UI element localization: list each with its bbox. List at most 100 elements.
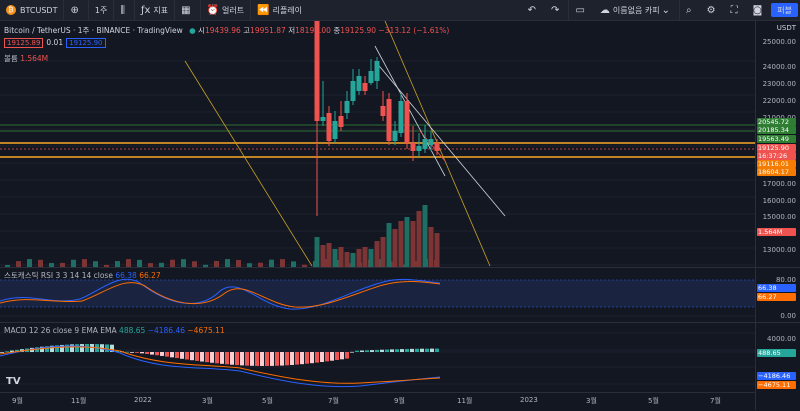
- time-tick: 2023: [520, 396, 538, 404]
- time-tick: 3월: [202, 397, 213, 405]
- currency-label[interactable]: USDT: [776, 24, 796, 32]
- volume-bar: [404, 217, 410, 267]
- macd-hist-bar: [360, 350, 364, 352]
- ohlc-change: −313.12 (−1.61%): [378, 26, 450, 35]
- chart-type-button[interactable]: ⫼: [113, 0, 134, 20]
- price-tag: 16:37:26: [757, 152, 796, 160]
- volume-bar: [392, 229, 398, 267]
- rsi-tick: 0.00: [780, 312, 796, 320]
- macd-hist-bar: [380, 349, 384, 352]
- alert-button[interactable]: ⏰ 얼러트: [199, 0, 251, 20]
- settings-button[interactable]: ⚙: [701, 0, 725, 20]
- pane-separator[interactable]: [0, 267, 800, 268]
- compare-button[interactable]: ⊕: [63, 0, 87, 20]
- volume-bar: [170, 259, 175, 267]
- price-tick: 25000.00: [762, 38, 796, 46]
- top-toolbar: ₿ BTCUSDT ⊕ 1주 ⫼ ƒx 지표 ▦ ⏰ 얼러트 ⏪ 리플레이 ↶ ↷ ▭…: [0, 0, 800, 21]
- price-tick: 16000.00: [762, 197, 796, 205]
- macd-line-tag: −4186.46: [757, 372, 796, 380]
- snapshot-button[interactable]: ◙: [747, 0, 772, 20]
- time-tick: 9월: [394, 397, 405, 405]
- candle-body: [320, 117, 326, 121]
- volume-bar: [137, 259, 142, 267]
- volume-bar: [386, 223, 392, 267]
- volume-bar: [38, 259, 43, 267]
- macd-line: [0, 345, 441, 388]
- time-tick: 9월: [12, 397, 23, 405]
- candle-body: [338, 116, 344, 127]
- time-tick: 3월: [586, 397, 597, 405]
- volume-bar: [362, 247, 368, 267]
- indicators-button[interactable]: ƒx 지표: [133, 0, 174, 20]
- volume-bar: [126, 259, 131, 267]
- fullscreen-icon: ⛶: [730, 4, 738, 16]
- rsi-tick: 80.00: [775, 276, 796, 284]
- buy-button[interactable]: 19125.90: [66, 38, 106, 48]
- search-button[interactable]: ⌕: [678, 0, 701, 20]
- macd-hist-bar: [325, 352, 329, 362]
- macd-hist-bar: [315, 352, 319, 363]
- macd-hist-bar: [365, 350, 369, 352]
- candle-body: [404, 101, 410, 143]
- templates-button[interactable]: ▦: [174, 0, 199, 20]
- macd-hist-bar: [290, 352, 294, 365]
- candle-body: [422, 139, 428, 149]
- candle-body: [332, 121, 338, 139]
- macd-hist-bar: [175, 352, 179, 359]
- macd-hist-bar: [310, 352, 314, 364]
- symbol-label: BTCUSDT: [20, 5, 58, 15]
- volume-value: 1.564M: [20, 54, 49, 63]
- volume-bar: [71, 259, 76, 267]
- replay-button[interactable]: ⏪ 리플레이: [250, 0, 308, 20]
- interval-button[interactable]: 1주: [87, 0, 113, 20]
- candle-body: [380, 106, 386, 116]
- volume-bar: [314, 237, 320, 267]
- macd-hist-bar: [415, 348, 419, 352]
- macd-hist-bar: [295, 352, 299, 365]
- macd-hist-bar: [190, 352, 194, 361]
- macd-hist-bar: [385, 349, 389, 352]
- alarm-icon: ⏰: [206, 4, 220, 16]
- macd-hist-bar: [395, 349, 399, 352]
- undo-button[interactable]: ↶: [522, 0, 545, 20]
- volume-bar: [368, 249, 374, 267]
- volume-bar: [269, 259, 274, 267]
- trend-line: [419, 130, 446, 162]
- chart-legend: Bitcoin / TetherUS · 1주 · BINANCE · Trad…: [4, 25, 449, 36]
- symbol-search[interactable]: ₿ BTCUSDT: [0, 0, 63, 20]
- layout-button[interactable]: ▭: [568, 0, 593, 20]
- volume-bar: [326, 243, 332, 267]
- time-axis[interactable]: 9월 11월 2022 3월 5월 7월 9월 11월 2023 3월 5월 7월: [0, 392, 755, 411]
- sell-button[interactable]: 19125.89: [4, 38, 44, 48]
- price-tag: 20185.34: [757, 126, 796, 134]
- macd-signal-tag: −4675.11: [757, 381, 796, 389]
- macd-legend: MACD 12 26 close 9 EMA EMA 488.65 −4186.…: [4, 326, 225, 335]
- macd-hist-bar: [75, 344, 79, 352]
- macd-hist-bar: [220, 352, 224, 364]
- rsi-k-value: 66.38: [115, 271, 137, 280]
- macd-hist-bar: [5, 351, 9, 353]
- redo-button[interactable]: ↷: [545, 0, 568, 20]
- volume-bar: [356, 249, 362, 267]
- cloud-icon: ☁: [599, 4, 610, 16]
- macd-hist-bar: [225, 352, 229, 365]
- chart-canvas[interactable]: [0, 21, 755, 410]
- macd-hist-bar: [245, 352, 249, 366]
- candle-body: [428, 139, 434, 145]
- layout-name-button[interactable]: ☁ 이름없음 카피 ⌄: [594, 0, 679, 20]
- fullscreen-button[interactable]: ⛶: [725, 0, 747, 20]
- macd-hist-bar: [80, 344, 84, 352]
- rsi-title: 스토캐스틱 RSI 3 3 14 14 close: [4, 271, 113, 280]
- macd-hist-bar: [270, 352, 274, 366]
- macd-hist-bar: [345, 352, 349, 359]
- macd-hist-bar: [250, 352, 254, 366]
- volume-bar: [332, 249, 338, 267]
- macd-hist-bar: [90, 344, 94, 352]
- volume-bar: [93, 261, 98, 267]
- publish-button[interactable]: 퍼블: [771, 3, 798, 17]
- macd-hist-bar: [305, 352, 309, 364]
- alert-label: 얼러트: [222, 5, 245, 15]
- trend-line: [374, 60, 506, 217]
- candle-body: [416, 146, 422, 151]
- pane-separator[interactable]: [0, 322, 800, 323]
